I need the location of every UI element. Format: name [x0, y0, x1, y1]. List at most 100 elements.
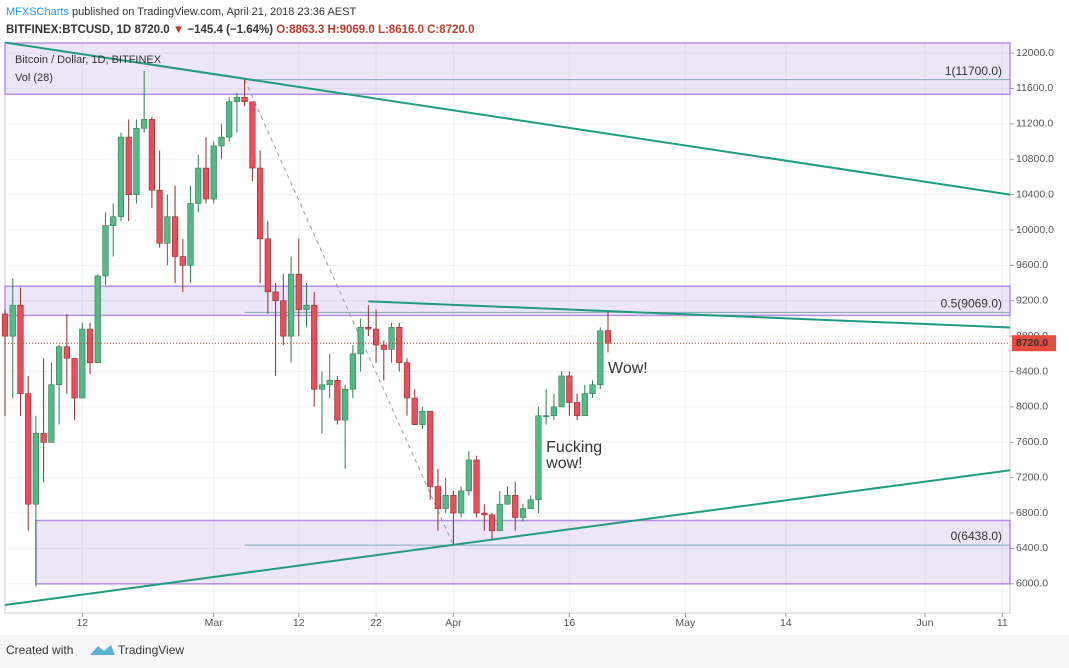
candle-body: [164, 216, 171, 244]
change: −145.4 (−1.64%): [187, 24, 273, 36]
candle-body: [527, 499, 534, 509]
y-tick-label: 10400.0: [1016, 188, 1054, 200]
candle-body: [550, 406, 557, 417]
candle-body: [141, 119, 148, 129]
candle-body: [125, 136, 132, 195]
candle-body: [365, 326, 372, 330]
candle-body: [171, 216, 179, 257]
fib-label: 0.5(9069.0): [941, 297, 1002, 311]
y-tick-label: 11600.0: [1016, 82, 1053, 94]
last: 8720.0: [134, 24, 169, 36]
candle-body: [334, 380, 341, 421]
y-tick-label: 12000.0: [1016, 47, 1054, 59]
candle-body: [25, 393, 32, 505]
last-price-tag: [1012, 335, 1056, 352]
candle-body: [110, 216, 117, 226]
candle-body: [79, 328, 86, 399]
candle-body: [372, 328, 380, 346]
symbol-line: BITFINEX:BTCUSD, 1D 8720.0 ▼ −145.4 (−1.…: [6, 24, 474, 36]
last-price-label: 8720.0: [1016, 337, 1048, 349]
y-tick-label: 7600.0: [1016, 436, 1048, 448]
candle-body: [419, 411, 426, 425]
candle-body: [241, 97, 248, 103]
x-tick-label: 14: [780, 617, 792, 629]
candle-body: [342, 388, 349, 421]
candle-body: [566, 375, 573, 403]
candle-body: [272, 291, 279, 302]
candle-body: [535, 415, 542, 501]
candle-body: [1, 313, 9, 337]
candle-body: [71, 357, 78, 399]
y-tick-label: 6400.0: [1016, 542, 1048, 554]
candle-body: [233, 97, 241, 103]
x-tick-label: 22: [370, 617, 382, 629]
candle-body: [202, 167, 210, 200]
x-tick-label: 11: [997, 617, 1008, 629]
trendline: [4, 469, 1011, 606]
candle-body: [179, 256, 186, 266]
candle-body: [326, 380, 333, 386]
candle-body: [9, 304, 16, 337]
y-tick-label: 8400.0: [1016, 365, 1048, 377]
header-line: MFXSCharts published on TradingView.com,…: [6, 6, 356, 18]
fib-label: 0(6438.0): [951, 529, 1002, 543]
y-tick-label: 8000.0: [1016, 401, 1048, 413]
candle-body: [442, 495, 449, 509]
candle-body: [287, 273, 295, 337]
candle-body: [465, 459, 472, 492]
trendline: [4, 41, 1011, 196]
candle-body: [388, 326, 395, 350]
candle-body: [434, 486, 442, 509]
candle-body: [94, 275, 101, 363]
y-tick-label: 11200.0: [1016, 118, 1053, 130]
symbol: BITFINEX:BTCUSD, 1D: [6, 24, 131, 36]
candle-body: [86, 328, 94, 363]
logo: [90, 645, 115, 655]
candle-body: [102, 225, 109, 277]
arrow: ▼: [173, 24, 184, 36]
candle-body: [218, 136, 225, 147]
candle-body: [17, 304, 24, 394]
candle-body: [488, 514, 496, 532]
candle-body: [403, 362, 411, 399]
candle-body: [581, 393, 588, 417]
x-tick-label: Jun: [916, 617, 933, 629]
y-tick-label: 6000.0: [1016, 578, 1048, 590]
candle-body: [117, 136, 125, 218]
x-tick-label: Apr: [445, 617, 462, 629]
candle-body: [427, 411, 434, 487]
annotation: Wow!: [608, 360, 648, 377]
x-tick-label: 12: [76, 617, 88, 629]
candle-body: [318, 384, 326, 390]
candle-body: [210, 145, 217, 200]
candle-body: [249, 101, 256, 169]
y-tick-label: 6800.0: [1016, 507, 1048, 519]
candle-body: [573, 402, 581, 417]
published: published on TradingView.com, April 21, …: [72, 6, 356, 18]
zone: [4, 285, 1011, 317]
candle-body: [56, 346, 63, 386]
candle-body: [295, 273, 302, 310]
candle-body: [63, 346, 70, 359]
candle-body: [148, 119, 155, 191]
candle-body: [481, 512, 488, 516]
fib-label: 1(11700.0): [945, 64, 1002, 78]
candle-body: [187, 203, 194, 266]
candle-body: [597, 330, 604, 386]
candle-body: [458, 490, 465, 514]
chart-title: Bitcoin / Dollar, 1D, BITFINEX: [15, 54, 162, 66]
fib-diagonal: [244, 79, 454, 546]
y-tick-label: 10800.0: [1016, 153, 1054, 165]
candle-body: [280, 300, 287, 337]
x-tick-label: 12: [293, 617, 305, 629]
candle-body: [311, 304, 318, 390]
footer-bar: [0, 635, 1069, 668]
candle-body: [589, 384, 596, 394]
x-tick-label: Mar: [205, 617, 224, 629]
y-tick-label: 7200.0: [1016, 471, 1048, 483]
candle-body: [133, 127, 140, 195]
chart-subtitle: Vol (28): [15, 72, 53, 84]
candle-body: [349, 353, 356, 390]
